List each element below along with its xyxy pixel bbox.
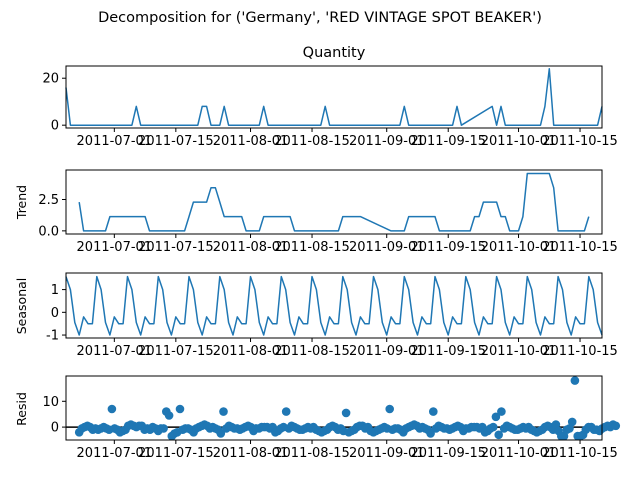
resid-point [385,404,395,414]
resid-point [497,407,506,416]
resid-point [281,407,291,416]
resid-point [216,429,226,438]
x-tick-label: 2011-10-15 [542,344,618,359]
axes-frame [65,169,603,235]
seasonal-series-line [65,275,603,336]
ylabel-trend: Trend [14,185,29,220]
x-tick-label: 2011-10-15 [542,240,618,255]
resid-point [611,421,621,431]
x-tick-label: 2011-08-15 [274,344,350,359]
x-tick-label: 2011-08-15 [274,446,350,461]
x-tick-label: 2011-10-01 [481,240,557,255]
x-tick-label: 2011-09-01 [349,240,425,255]
x-tick-label: 2011-09-01 [349,134,425,149]
y-tick-label: 1 [51,283,59,298]
ylabel-resid: Resid [14,392,29,426]
resid-point [107,404,117,414]
resid-point [567,417,577,427]
x-tick-label: 2011-09-15 [410,134,486,149]
ylabel-seasonal: Seasonal [14,278,29,335]
trend-series-line [78,172,590,232]
y-tick-label: 10 [42,395,59,410]
x-tick-label: 2011-07-15 [138,344,214,359]
x-tick-label: 2011-08-01 [213,134,289,149]
y-tick-label: 20 [42,72,59,87]
resid-point [570,376,580,385]
x-tick-label: 2011-08-01 [213,240,289,255]
resid-point [494,430,504,440]
resid-point [164,411,174,420]
x-tick-label: 2011-10-01 [481,134,557,149]
x-tick-label: 2011-09-01 [349,446,425,461]
x-tick-label: 2011-08-15 [274,240,350,255]
x-tick-label: 2011-09-15 [410,240,486,255]
x-tick-label: 2011-10-01 [481,344,557,359]
x-tick-label: 2011-07-01 [77,446,153,461]
x-tick-label: 2011-08-01 [213,446,289,461]
x-tick-label: 2011-08-01 [213,344,289,359]
x-tick-label: 2011-07-01 [77,240,153,255]
y-tick-label: 2.5 [38,193,59,208]
x-tick-label: 2011-10-15 [542,446,618,461]
resid-point [219,407,228,416]
x-tick-label: 2011-07-01 [77,134,153,149]
x-tick-label: 2011-07-15 [138,240,214,255]
x-tick-label: 2011-07-01 [77,344,153,359]
x-tick-label: 2011-09-15 [410,446,486,461]
panel-title-quantity: Quantity [303,45,366,61]
observed-series-line [65,68,603,126]
x-tick-label: 2011-10-15 [542,134,618,149]
resid-point [565,424,574,433]
resid-point [429,407,438,416]
axes-frame [65,272,603,339]
figure-suptitle: Decomposition for ('Germany', 'RED VINTA… [98,10,542,26]
y-tick-label: 0 [51,306,59,321]
y-tick-label: -1 [46,329,59,344]
x-tick-label: 2011-10-01 [481,446,557,461]
resid-point [175,404,185,414]
resid-point [491,412,501,422]
x-tick-label: 2011-09-15 [410,344,486,359]
resid-point [159,424,168,433]
y-tick-label: 0.0 [38,224,59,239]
x-tick-label: 2011-07-15 [138,134,214,149]
resid-point [488,422,498,432]
resid-point [551,420,561,429]
axes-frame [65,375,603,441]
y-tick-label: 0 [51,119,59,134]
axes-frame [65,65,603,129]
x-tick-label: 2011-07-15 [138,446,214,461]
resid-point [426,429,435,438]
resid-point [341,408,351,418]
x-tick-label: 2011-09-01 [349,344,425,359]
x-tick-label: 2011-08-15 [274,134,350,149]
y-tick-label: 0 [51,421,59,436]
